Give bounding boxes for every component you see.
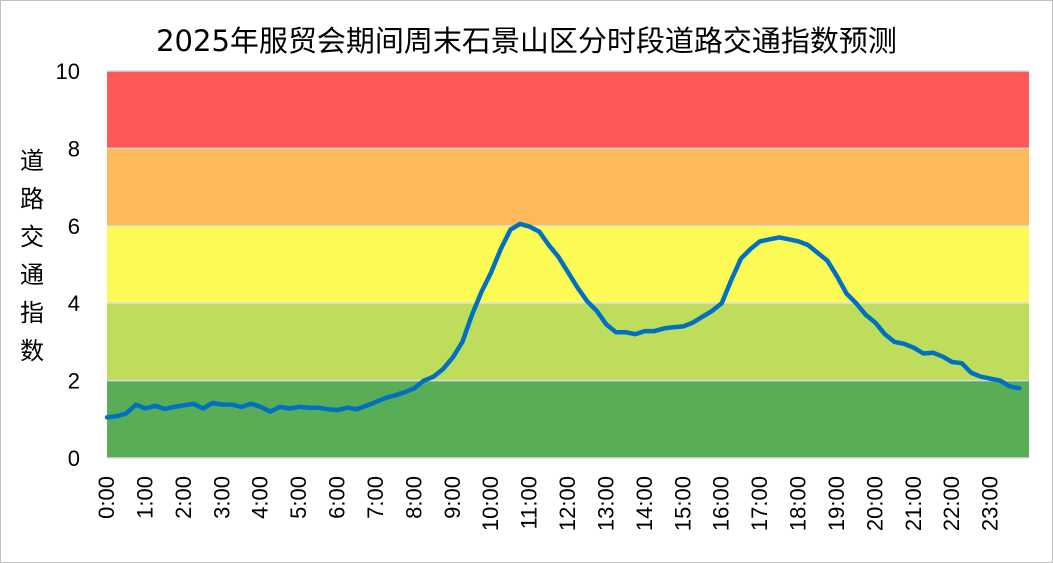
band-4 (107, 71, 1029, 149)
x-tick-label: 22:00 (939, 476, 964, 531)
x-tick-label: 7:00 (363, 476, 388, 519)
x-tick-label: 18:00 (786, 476, 811, 531)
band-2 (107, 225, 1029, 304)
band-1 (107, 303, 1029, 381)
chart-title: 2025年服贸会期间周末石景山区分时段道路交通指数预测 (156, 24, 897, 58)
y-tick-label: 10 (56, 59, 80, 84)
x-tick-label: 10:00 (478, 476, 503, 531)
x-tick-label: 20:00 (862, 476, 887, 531)
x-tick-label: 6:00 (325, 476, 350, 519)
x-tick-label: 15:00 (670, 476, 695, 531)
y-tick-label: 4 (68, 291, 80, 316)
x-tick-label: 13:00 (593, 476, 618, 531)
y-tick-label: 2 (68, 369, 80, 394)
x-tick-label: 1:00 (132, 476, 157, 519)
x-tick-label: 4:00 (248, 476, 273, 519)
x-tick-label: 12:00 (555, 476, 580, 531)
x-tick-label: 17:00 (747, 476, 772, 531)
y-tick-label: 8 (68, 136, 80, 161)
x-tick-label: 8:00 (401, 476, 426, 519)
x-tick-label: 11:00 (517, 476, 542, 529)
x-tick-label: 5:00 (286, 476, 311, 519)
x-tick-label: 2:00 (171, 476, 196, 519)
y-axis-label: 道 路 交 通 指 数 (20, 147, 44, 365)
x-tick-label: 21:00 (901, 476, 926, 531)
y-tick-label: 0 (68, 446, 80, 471)
x-tick-label: 23:00 (978, 476, 1003, 531)
x-tick-label: 0:00 (94, 476, 119, 519)
x-tick-label: 3:00 (209, 476, 234, 519)
x-tick-label: 9:00 (440, 476, 465, 519)
series-line-0 (104, 221, 1022, 420)
y-tick-label: 6 (68, 214, 80, 239)
band-0 (107, 380, 1029, 458)
x-tick-label: 16:00 (709, 476, 734, 531)
x-tick-label: 19:00 (824, 476, 849, 531)
band-3 (107, 148, 1029, 226)
x-tick-label: 14:00 (632, 476, 657, 531)
